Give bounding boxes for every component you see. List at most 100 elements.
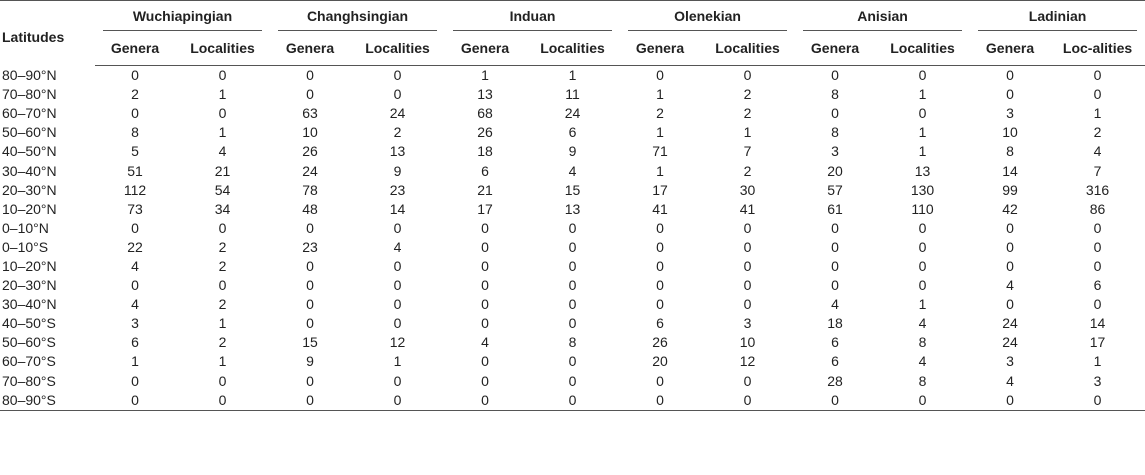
- latitude-cell: 80–90°N: [2, 66, 57, 83]
- latitude-cell: 60–70°N: [2, 105, 57, 122]
- genera-header: Genera: [445, 31, 525, 66]
- genera-cell: 61: [827, 200, 843, 217]
- table-row: 0–10°S 22 2 23 4 0 0 0 0 0 0 0 0: [0, 238, 1145, 257]
- table-row: 40–50°S 3 1 0 0 0 0 6 3 18 4 24 14: [0, 314, 1145, 333]
- genera-cell: 0: [131, 372, 139, 389]
- genera-cell: 20: [827, 162, 843, 179]
- genera-cell: 0: [306, 372, 314, 389]
- genera-cell: 6: [831, 334, 839, 351]
- localities-cell: 2: [218, 296, 227, 313]
- localities-cell: 14: [1089, 315, 1106, 332]
- localities-header: Localities: [875, 31, 971, 66]
- table-row: 30–40°N 4 2 0 0 0 0 0 0 4 1 0 0: [0, 295, 1145, 314]
- genera-cell: 0: [481, 257, 489, 274]
- localities-cell: 0: [218, 67, 227, 84]
- genera-cell: 6: [481, 162, 489, 179]
- localities-cell: 0: [1050, 390, 1145, 411]
- genera-cell: 0: [656, 257, 664, 274]
- table-row: 10–20°N 4 2 0 0 0 0 0 0 0 0 0 0: [0, 257, 1145, 276]
- genera-cell: 63: [302, 105, 318, 122]
- localities-cell: 0: [568, 372, 577, 389]
- genera-header: Genera: [970, 31, 1051, 66]
- localities-cell: 41: [739, 200, 756, 217]
- table-row: 70–80°S 0 0 0 0 0 0 0 0 28 8 4 3: [0, 372, 1145, 391]
- genera-cell: 2: [131, 86, 139, 103]
- table-row: 50–60°S 6 2 15 12 4 8 26 10 6 8 24 17: [0, 333, 1145, 352]
- genera-cell: 0: [831, 219, 839, 236]
- genera-cell: 10: [1002, 124, 1018, 141]
- localities-cell: 0: [1093, 219, 1102, 236]
- localities-cell: 0: [1093, 257, 1102, 274]
- localities-cell: 15: [564, 181, 581, 198]
- genera-cell: 0: [131, 219, 139, 236]
- genera-cell: 18: [827, 315, 843, 332]
- localities-cell: 0: [393, 67, 402, 84]
- genera-cell: 57: [827, 181, 843, 198]
- localities-cell: 0: [875, 390, 971, 411]
- genera-cell: 0: [656, 372, 664, 389]
- genera-header: Genera: [270, 31, 350, 66]
- genera-cell: 14: [1002, 162, 1018, 179]
- genera-cell: 0: [656, 277, 664, 294]
- localities-cell: 1: [393, 353, 402, 370]
- genera-cell: 0: [1006, 296, 1014, 313]
- genera-cell: 26: [652, 334, 668, 351]
- genera-cell: 41: [652, 200, 668, 217]
- localities-cell: 110: [911, 200, 934, 217]
- localities-cell: 1: [1093, 105, 1102, 122]
- table-row: 80–90°N 0 0 0 0 1 1 0 0 0 0 0 0: [0, 66, 1145, 86]
- stage-header: Anisian: [795, 1, 970, 31]
- genera-cell: 6: [831, 353, 839, 370]
- localities-cell: 1: [218, 124, 227, 141]
- localities-cell: 316: [1085, 181, 1110, 198]
- genera-cell: 0: [131, 105, 139, 122]
- table-row: 40–50°N 5 4 26 13 18 9 71 7 3 1 8 4: [0, 142, 1145, 161]
- genera-cell: 22: [127, 238, 143, 255]
- localities-cell: 0: [743, 372, 752, 389]
- genera-cell: 0: [620, 390, 701, 411]
- localities-cell: 7: [1093, 162, 1102, 179]
- localities-cell: 4: [218, 143, 227, 160]
- localities-cell: 0: [393, 277, 402, 294]
- genera-cell: 21: [477, 181, 493, 198]
- genera-cell: 0: [831, 257, 839, 274]
- genera-cell: 8: [1006, 143, 1014, 160]
- genera-cell: 1: [656, 86, 664, 103]
- genera-cell: 0: [481, 277, 489, 294]
- localities-cell: 0: [393, 296, 402, 313]
- genera-cell: 51: [127, 162, 143, 179]
- localities-cell: 13: [389, 143, 406, 160]
- genera-cell: 1: [481, 67, 489, 84]
- table-row: 50–60°N 8 1 10 2 26 6 1 1 8 1 10 2: [0, 123, 1145, 142]
- localities-header: Localities: [700, 31, 796, 66]
- localities-cell: 0: [918, 219, 927, 236]
- latitude-cell: 70–80°S: [2, 372, 56, 389]
- genera-cell: 1: [656, 124, 664, 141]
- table-row: 20–30°N 0 0 0 0 0 0 0 0 0 0 4 6: [0, 276, 1145, 295]
- genera-cell: 0: [306, 86, 314, 103]
- localities-cell: 0: [568, 353, 577, 370]
- localities-cell: 1: [218, 353, 227, 370]
- localities-cell: 11: [565, 86, 580, 103]
- localities-cell: 0: [393, 372, 402, 389]
- genera-cell: 48: [302, 200, 318, 217]
- localities-cell: 3: [743, 315, 752, 332]
- latitude-cell: 0–10°S: [2, 238, 49, 255]
- localities-cell: 1: [918, 124, 927, 141]
- subheader-row: Genera Localities Genera Localities Gene…: [0, 31, 1145, 66]
- localities-cell: 0: [1093, 238, 1102, 255]
- localities-cell: 4: [393, 238, 402, 255]
- localities-cell: 0: [743, 67, 752, 84]
- table-row: 70–80°N 2 1 0 0 13 11 1 2 8 1 0 0: [0, 85, 1145, 104]
- table-row: 30–40°N 51 21 24 9 6 4 1 2 20 13 14 7: [0, 161, 1145, 180]
- genera-cell: 17: [477, 200, 493, 217]
- genera-cell: 1: [656, 162, 664, 179]
- localities-cell: 0: [743, 296, 752, 313]
- genera-cell: 0: [481, 296, 489, 313]
- genera-cell: 0: [831, 105, 839, 122]
- stage-header: Induan: [445, 1, 620, 31]
- stage-label: Wuchiapingian: [132, 8, 233, 24]
- genera-cell: 3: [831, 143, 839, 160]
- localities-cell: 0: [568, 315, 577, 332]
- localities-cell: 2: [218, 334, 227, 351]
